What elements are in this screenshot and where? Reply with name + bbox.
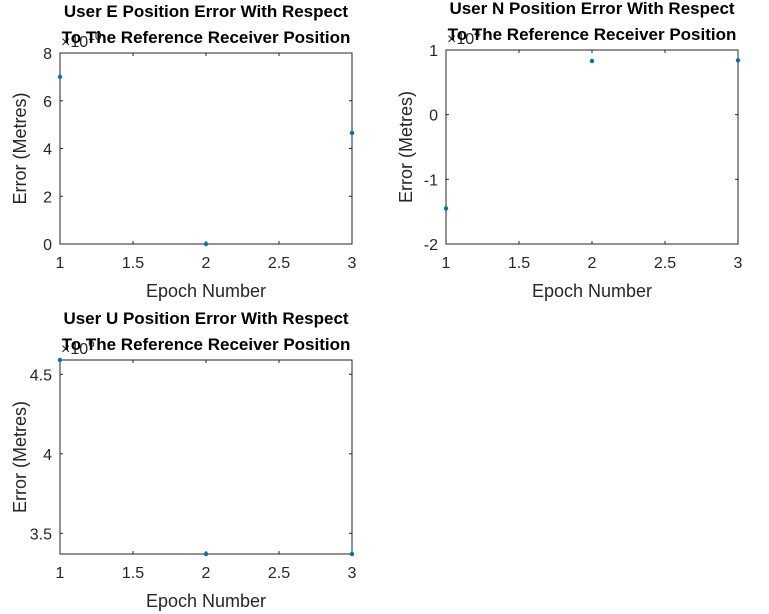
data-point: [735, 58, 741, 63]
x-tick-label: 1.5: [508, 255, 530, 272]
data-point: [203, 551, 209, 557]
data-point: [57, 74, 63, 80]
subplot-1: 1 1.5 2 2.5 3 0 2 4 6 8 ×1010 Epoch Number Error (Me…: [10, 2, 357, 301]
axes-box: [445, 49, 739, 245]
x-tick-label: 3: [348, 565, 357, 582]
y-exponent-label: ×106: [61, 336, 95, 358]
data-point: [589, 58, 595, 64]
subplot-2: 1 1.5 2 2.5 3 -2 -1 0 1 ×104 Epoch Number Error (Me…: [396, 0, 743, 301]
data-point: [203, 241, 209, 247]
y-axis-label: Error (Metres): [10, 401, 30, 513]
y-tick-label: 1: [429, 43, 438, 60]
chart-title: To The Reference Receiver Position: [448, 25, 737, 44]
axes-box: [59, 359, 353, 555]
y-tick-label: -1: [424, 172, 438, 189]
y-tick-label: 4: [43, 142, 52, 159]
y-tick-label: -2: [424, 237, 438, 254]
y-tick-label: 8: [43, 46, 52, 63]
y-tick-label: 2: [43, 189, 52, 206]
y-tick-label: 0: [43, 237, 52, 254]
y-tick-label: 4.5: [30, 367, 52, 384]
axes-box: [59, 52, 353, 245]
y-exponent-label: ×1010: [61, 29, 102, 51]
chart-title: To The Reference Receiver Position: [62, 28, 351, 47]
subplot-3: 1 1.5 2 2.5 3 3.5 4 4.5 ×106 Epoch Number Error (M…: [10, 309, 357, 611]
data-point: [349, 130, 355, 136]
data-point: [349, 551, 355, 557]
chart-title: User U Position Error With Respect: [63, 309, 348, 328]
y-tick-label: 4: [43, 447, 52, 464]
x-axis-label: Epoch Number: [146, 281, 266, 301]
x-tick-label: 2.5: [654, 255, 676, 272]
x-tick-label: 1: [442, 255, 451, 272]
x-tick-label: 1.5: [122, 255, 144, 272]
x-tick-label: 2: [588, 255, 597, 272]
y-axis-label: Error (Metres): [396, 91, 416, 203]
x-tick-label: 1: [56, 565, 65, 582]
y-tick-label: 6: [43, 94, 52, 111]
chart-title: User E Position Error With Respect: [64, 2, 349, 21]
y-exponent-label: ×104: [447, 26, 481, 48]
x-axis-label: Epoch Number: [532, 281, 652, 301]
x-tick-label: 1.5: [122, 565, 144, 582]
chart-title: User N Position Error With Respect: [449, 0, 734, 18]
x-tick-label: 2: [202, 565, 211, 582]
chart-title: To The Reference Receiver Position: [62, 335, 351, 354]
x-tick-label: 2: [202, 255, 211, 272]
y-tick-label: 3.5: [30, 526, 52, 543]
data-point: [57, 357, 63, 363]
y-tick-label: 0: [429, 108, 438, 125]
y-axis-label: Error (Metres): [10, 93, 30, 205]
x-tick-label: 3: [734, 255, 743, 272]
x-tick-label: 1: [56, 255, 65, 272]
x-tick-label: 3: [348, 255, 357, 272]
data-point: [443, 206, 449, 211]
x-tick-label: 2.5: [268, 255, 290, 272]
x-axis-label: Epoch Number: [146, 591, 266, 611]
x-tick-label: 2.5: [268, 565, 290, 582]
